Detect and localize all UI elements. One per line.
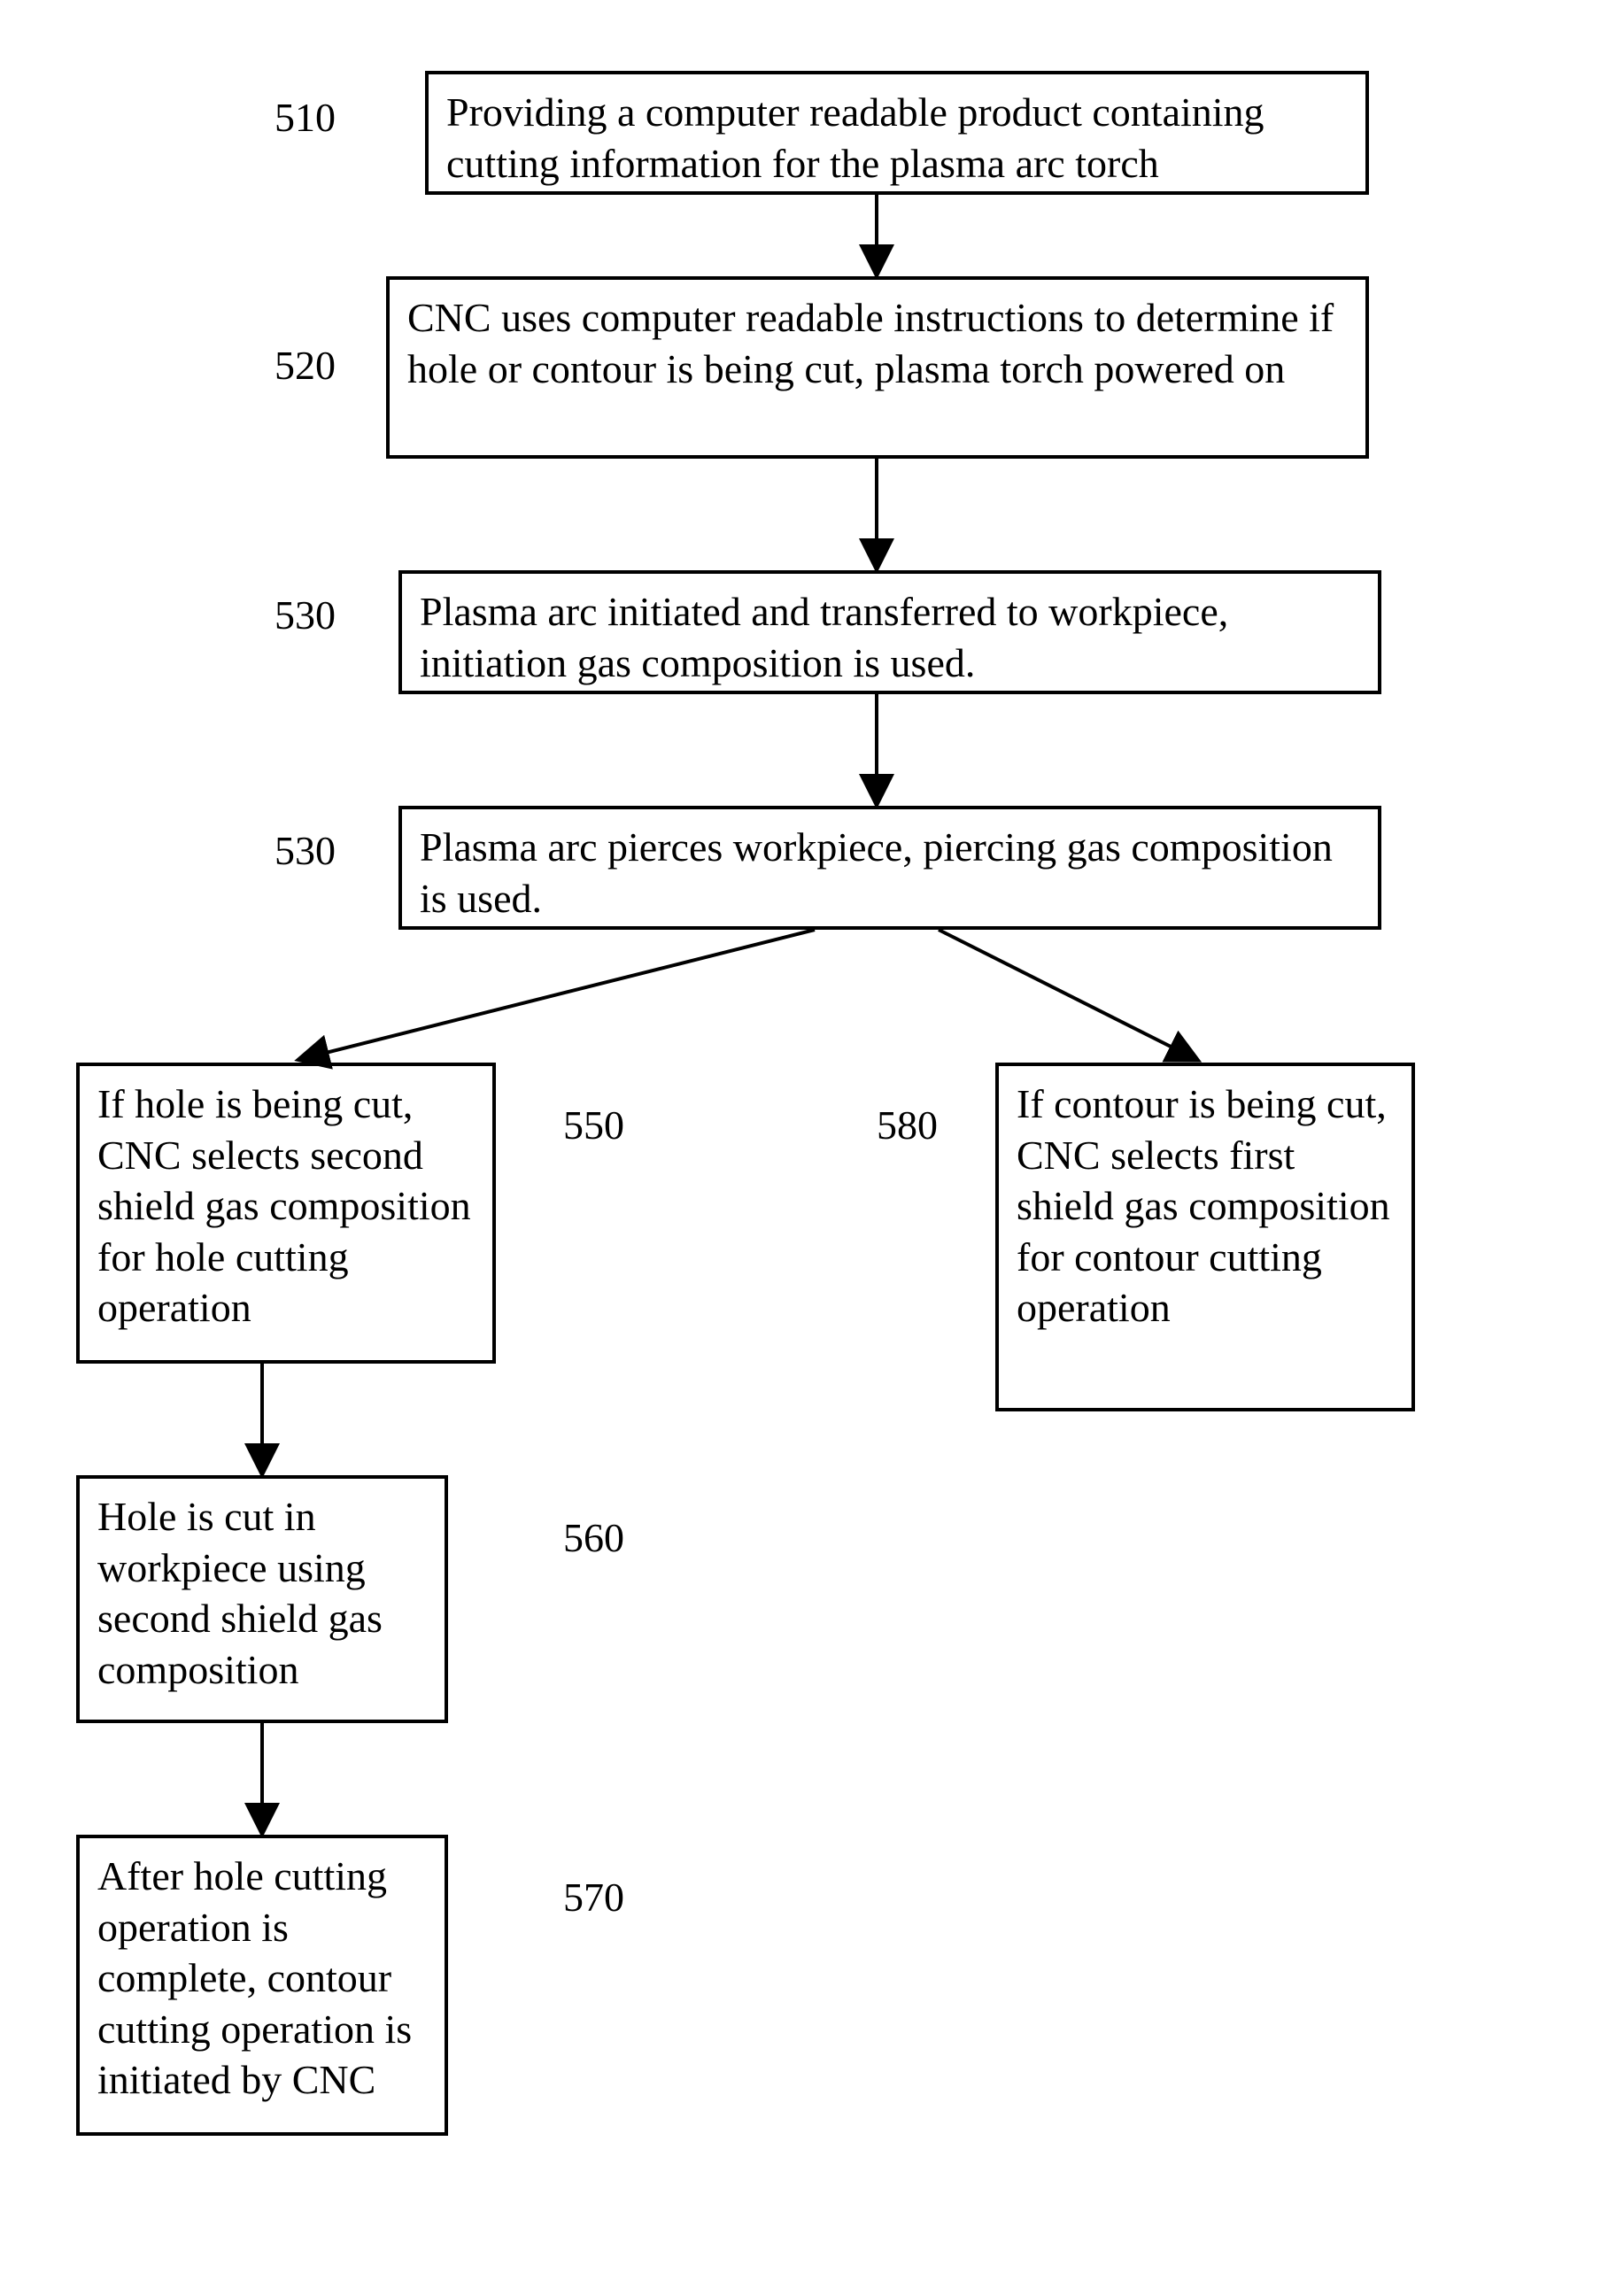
process-text: Plasma arc initiated and transferred to …: [420, 589, 1228, 685]
process-text: If contour is being cut, CNC selects fir…: [1017, 1081, 1390, 1330]
arrow-530b-580: [939, 930, 1195, 1059]
process-text: Providing a computer readable product co…: [446, 89, 1264, 186]
step-label-530b: 530: [275, 827, 336, 874]
arrow-530b-550: [301, 930, 815, 1059]
process-step-550: If hole is being cut, CNC selects second…: [76, 1063, 496, 1364]
process-text: CNC uses computer readable instructions …: [407, 295, 1334, 391]
process-step-530a: Plasma arc initiated and transferred to …: [398, 570, 1381, 694]
process-step-580: If contour is being cut, CNC selects fir…: [995, 1063, 1415, 1411]
process-step-520: CNC uses computer readable instructions …: [386, 276, 1369, 459]
process-step-530b: Plasma arc pierces workpiece, piercing g…: [398, 806, 1381, 930]
step-label-550: 550: [563, 1102, 624, 1148]
process-text: Plasma arc pierces workpiece, piercing g…: [420, 824, 1333, 921]
process-step-560: Hole is cut in workpiece using second sh…: [76, 1475, 448, 1723]
process-text: If hole is being cut, CNC selects second…: [97, 1081, 471, 1330]
step-label-580: 580: [877, 1102, 938, 1148]
process-step-570: After hole cutting operation is complete…: [76, 1835, 448, 2136]
step-label-520: 520: [275, 342, 336, 389]
flowchart: { "type": "flowchart", "canvas": { "widt…: [0, 0, 1624, 2273]
step-label-530a: 530: [275, 591, 336, 638]
process-text: After hole cutting operation is complete…: [97, 1853, 412, 2102]
step-label-560: 560: [563, 1514, 624, 1561]
step-label-510: 510: [275, 94, 336, 141]
step-label-570: 570: [563, 1874, 624, 1921]
process-text: Hole is cut in workpiece using second sh…: [97, 1494, 383, 1692]
process-step-510: Providing a computer readable product co…: [425, 71, 1369, 195]
